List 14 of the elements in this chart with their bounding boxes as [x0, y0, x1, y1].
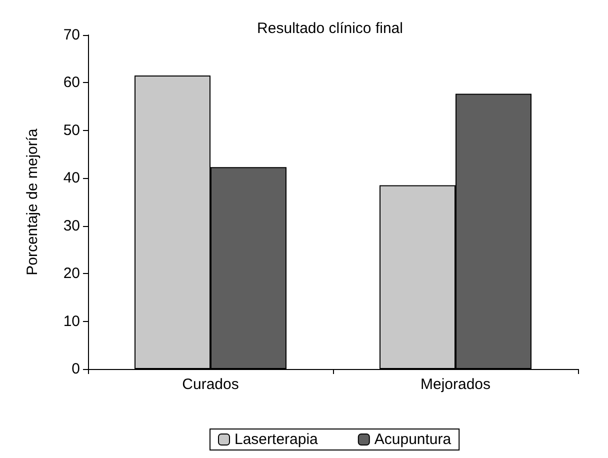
chart-title: Resultado clínico final	[257, 20, 403, 37]
y-tick-label: 20	[63, 265, 80, 282]
y-tick-label: 50	[63, 122, 80, 139]
y-tick-label: 30	[63, 217, 80, 234]
y-axis-title: Porcentaje de mejoría	[24, 128, 41, 276]
legend-label: Acupuntura	[374, 431, 452, 448]
y-tick-label: 10	[63, 312, 80, 330]
x-tick-label: Mejorados	[420, 376, 491, 393]
y-tick-label: 60	[63, 74, 80, 92]
x-tick-label: Curados	[182, 376, 239, 393]
legend-label: Laserterapia	[234, 431, 319, 448]
y-tick-label: 70	[63, 26, 80, 44]
y-tick-label: 0	[72, 360, 80, 378]
y-tick-label: 40	[63, 170, 80, 187]
